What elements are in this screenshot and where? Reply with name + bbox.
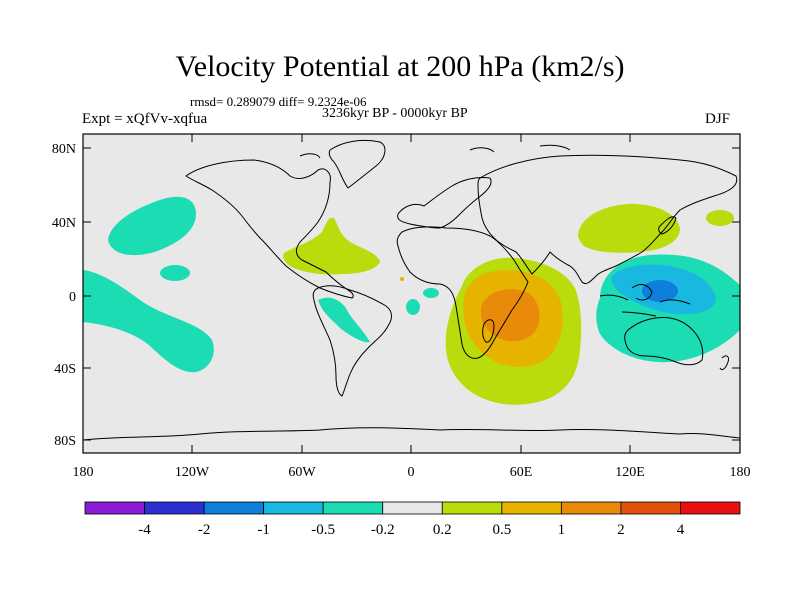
asia-coastline <box>477 154 738 285</box>
australia-coastline <box>624 317 704 366</box>
coastlines <box>83 139 740 441</box>
x-tick-label: 60W <box>288 465 316 480</box>
colorbar-label: 2 <box>617 522 625 538</box>
antarctica-coastline <box>83 427 740 441</box>
colorbar-swatch <box>322 501 384 515</box>
maritime-continent-core-negative <box>642 280 678 302</box>
south-america-negative-region <box>318 297 370 343</box>
y-tick-label: 40N <box>52 216 76 231</box>
season-label: DJF <box>705 111 731 127</box>
colorbar-swatch <box>560 501 622 515</box>
north-america-coastline <box>185 159 354 299</box>
colorbar-label: -4 <box>138 522 151 538</box>
y-tick-label: 0 <box>69 290 76 305</box>
africa-coastline <box>396 226 529 359</box>
colorbar-label: -0.5 <box>311 522 335 538</box>
colorbar-swatch <box>263 501 324 515</box>
colorbar <box>84 501 741 515</box>
madagascar-coastline <box>482 319 495 343</box>
colorbar-label: 0.2 <box>433 522 452 538</box>
subtropical-pacific-negative-blob <box>160 265 190 281</box>
north-pacific-positive-blob <box>706 210 734 226</box>
experiment-label: Expt = xQfVv-xqfua <box>82 111 208 127</box>
colorbar-label: 1 <box>558 522 566 538</box>
y-tick-label: 80N <box>52 142 76 157</box>
greenland-coastline <box>328 139 386 189</box>
x-tick-label: 60E <box>510 465 533 480</box>
new-zealand-coastline <box>719 355 729 371</box>
indonesia-coastline <box>599 284 691 317</box>
south-pacific-negative-region <box>83 270 214 373</box>
colorbar-swatch <box>620 501 681 515</box>
x-tick-label: 120W <box>175 465 210 480</box>
positive-anomaly-shading <box>283 203 734 405</box>
atlantic-positive-dot <box>400 277 404 281</box>
colorbar-swatch <box>84 501 145 515</box>
arctic-islands-coastline <box>299 144 571 159</box>
north-pacific-negative-region <box>108 196 196 256</box>
map-title: Velocity Potential at 200 hPa (km2/s) <box>175 50 625 83</box>
europe-coastline <box>397 177 492 229</box>
south-atlantic-negative-blob <box>423 288 439 298</box>
colorbar-swatch <box>680 501 741 515</box>
south-america-coastline <box>312 285 392 397</box>
japan-coastline <box>658 216 677 235</box>
colorbar-labels: -4 -2 -1 -0.5 -0.2 0.2 0.5 1 2 4 <box>138 522 684 538</box>
southwest-atlantic-negative-blob <box>406 299 420 315</box>
y-tick-label: 40S <box>54 362 76 377</box>
colorbar-swatch <box>382 501 443 515</box>
x-tick-label: 180 <box>730 465 751 480</box>
colorbar-label: 0.5 <box>492 522 511 538</box>
time-period-label: 3236kyr BP - 0000kyr BP <box>322 106 468 121</box>
colorbar-label: -1 <box>257 522 270 538</box>
x-tick-label: 0 <box>408 465 415 480</box>
x-tick-label: 180 <box>73 465 94 480</box>
x-tick-label: 120E <box>615 465 645 480</box>
colorbar-label: -2 <box>198 522 211 538</box>
colorbar-label: 4 <box>677 522 685 538</box>
colorbar-swatch <box>501 501 562 515</box>
negative-mid-shading <box>611 264 716 315</box>
colorbar-label: -0.2 <box>371 522 395 538</box>
central-america-positive-region <box>283 217 380 275</box>
axis-ticks <box>82 134 741 453</box>
colorbar-swatch <box>441 501 503 515</box>
rmsd-diff-stats: rmsd= 0.289079 diff= 9.2324e-06 <box>190 94 367 109</box>
y-tick-label: 80S <box>54 434 76 449</box>
colorbar-swatch <box>144 501 205 515</box>
african-positive-core-region <box>480 289 540 342</box>
colorbar-swatch <box>203 501 265 515</box>
